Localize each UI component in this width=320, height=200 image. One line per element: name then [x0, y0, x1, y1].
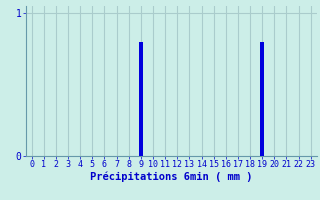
Bar [139, 42, 143, 156]
Bar [260, 42, 264, 156]
X-axis label: Précipitations 6min ( mm ): Précipitations 6min ( mm ) [90, 172, 252, 182]
